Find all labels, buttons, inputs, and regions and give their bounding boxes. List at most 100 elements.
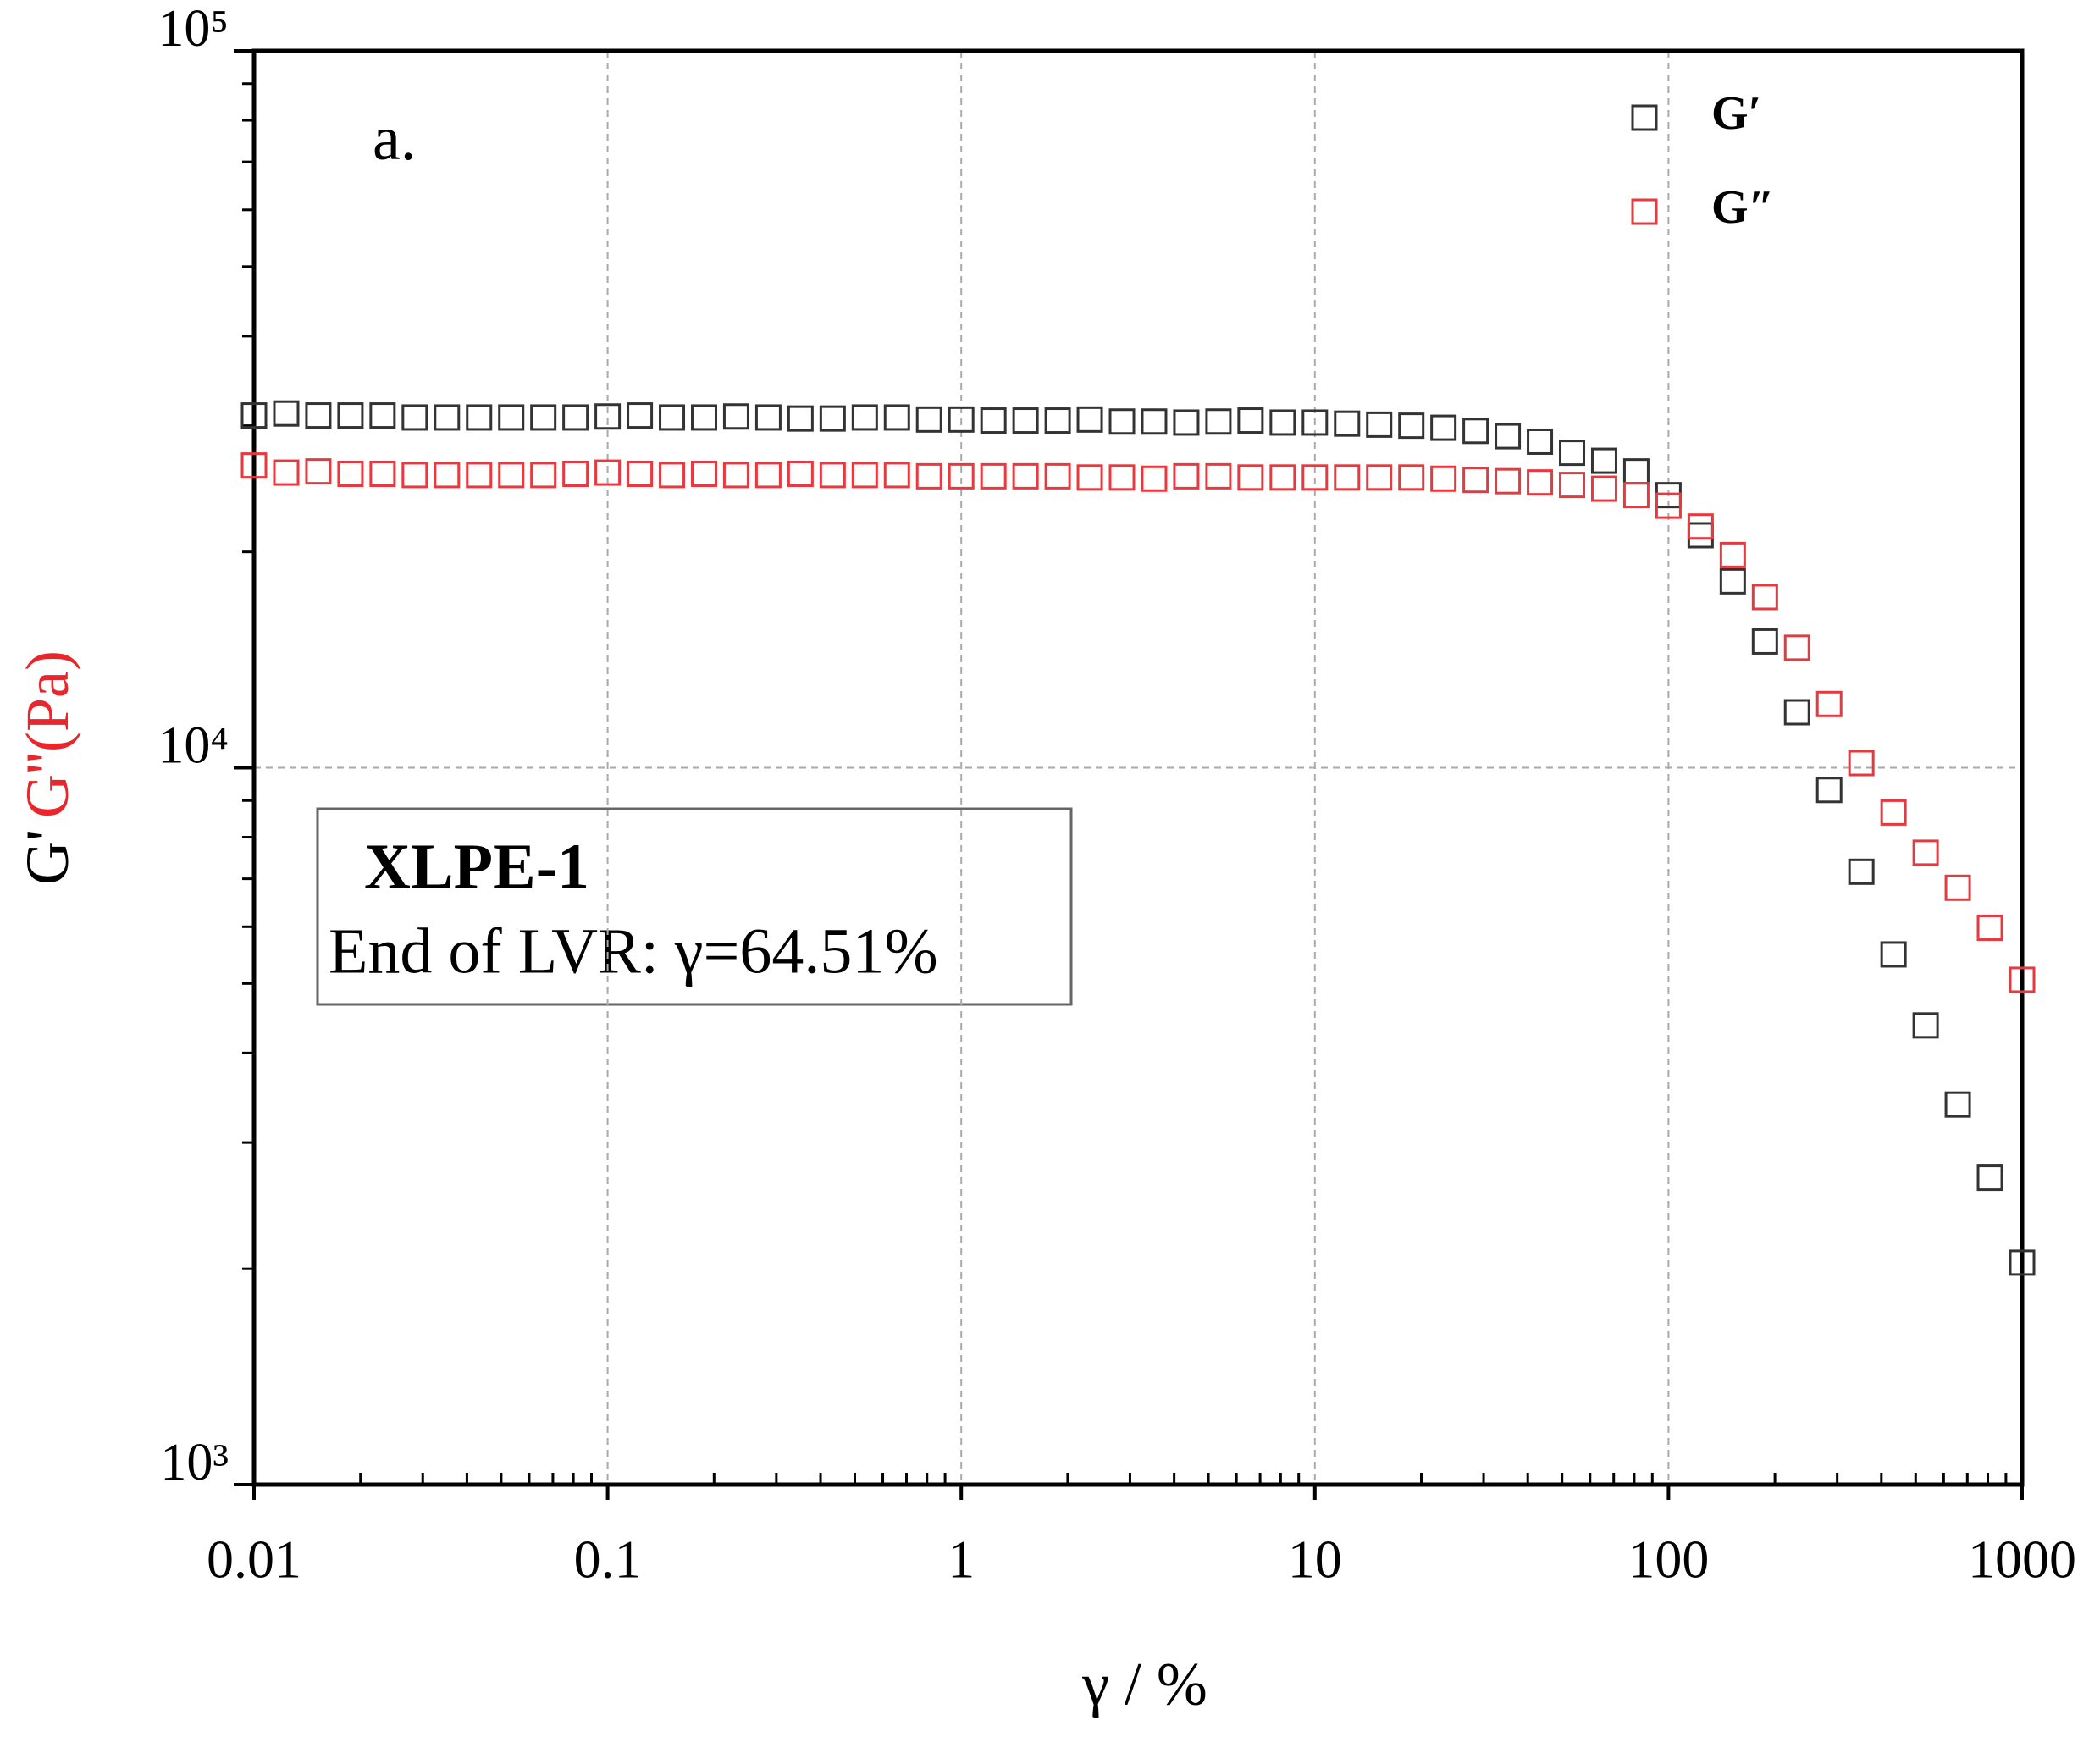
data-point: [1912, 1012, 1939, 1039]
data-point: [1495, 423, 1522, 450]
data-point: [305, 402, 332, 429]
y-tick-label: 10³: [160, 1434, 229, 1491]
data-point: [1848, 858, 1875, 885]
data-point: [722, 462, 749, 489]
data-point: [1141, 408, 1168, 435]
data-point: [819, 405, 846, 432]
data-point: [1398, 464, 1425, 491]
panel-label: a.: [373, 104, 416, 174]
data-point: [1108, 408, 1136, 435]
data-point: [1976, 1164, 2003, 1192]
data-point: [1012, 462, 1039, 490]
data-point: [498, 404, 525, 431]
data-point: [1783, 699, 1810, 726]
data-point: [659, 404, 686, 431]
y-axis-label-part: G': [14, 830, 81, 885]
x-tick-label: 1000: [1968, 1529, 2076, 1590]
data-point: [1848, 750, 1875, 777]
data-point: [1173, 462, 1200, 490]
data-point: [1655, 492, 1682, 519]
data-point: [562, 404, 589, 431]
data-point: [1430, 414, 1457, 441]
data-point: [1076, 406, 1103, 433]
data-point: [691, 460, 718, 487]
data-point: [530, 404, 557, 431]
legend-marker: [1631, 198, 1658, 225]
data-point: [627, 460, 654, 487]
plot-frame: [251, 48, 2025, 1487]
data-point: [369, 460, 396, 487]
data-point: [1301, 464, 1329, 491]
data-point: [1590, 475, 1617, 502]
x-axis-label: γ / %: [1081, 1651, 1208, 1718]
data-point: [1751, 584, 1778, 611]
data-point: [1559, 440, 1586, 467]
data-point: [915, 406, 942, 433]
data-point: [2009, 966, 2036, 993]
data-point: [1815, 777, 1843, 804]
x-tick-label: 100: [1628, 1529, 1709, 1590]
data-point: [1912, 839, 1939, 866]
data-point: [240, 402, 268, 429]
data-point: [337, 460, 364, 487]
data-point: [787, 405, 814, 432]
data-point: [1719, 541, 1746, 568]
data-point: [1880, 799, 1907, 826]
data-point: [1495, 467, 1522, 495]
data-point: [722, 403, 749, 430]
data-point: [1719, 567, 1746, 595]
data-point: [1334, 410, 1361, 437]
data-point: [1430, 465, 1457, 492]
legend-label: G″: [1711, 181, 1774, 234]
data-point: [659, 462, 686, 489]
data-point: [787, 460, 814, 487]
data-point: [1366, 411, 1393, 438]
data-point: [1141, 465, 1168, 492]
x-tick-label: 10: [1288, 1529, 1342, 1590]
data-point: [369, 402, 396, 429]
data-point: [883, 404, 910, 431]
data-point: [594, 459, 622, 486]
data-point: [754, 404, 782, 431]
data-point: [466, 404, 493, 431]
data-point: [1880, 941, 1907, 968]
data-point: [562, 460, 589, 487]
annotation-lvr: End of LVR: γ=64.51%: [329, 915, 938, 987]
data-point: [530, 462, 557, 489]
data-point: [1044, 462, 1071, 490]
data-point: [273, 400, 300, 427]
data-point: [498, 462, 525, 489]
data-point: [1462, 467, 1489, 494]
annotation-box: [316, 807, 1073, 1006]
x-tick-label: 0.1: [574, 1529, 642, 1590]
data-point: [1012, 407, 1039, 434]
data-point: [1527, 469, 1554, 496]
data-point: [594, 403, 622, 430]
data-point: [1205, 408, 1232, 435]
data-point: [1237, 464, 1264, 491]
data-point: [1237, 407, 1264, 434]
data-point: [948, 406, 975, 433]
data-point: [434, 404, 461, 431]
data-point: [1783, 634, 1810, 661]
data-point: [1398, 412, 1425, 440]
data-point: [1173, 409, 1200, 436]
data-point: [273, 459, 300, 486]
data-point: [980, 462, 1007, 490]
data-point: [1334, 464, 1361, 491]
y-tick-label: 10⁴: [158, 717, 229, 775]
data-point: [819, 462, 846, 489]
data-point: [1622, 482, 1650, 509]
data-point: [1944, 874, 1971, 901]
data-point: [691, 404, 718, 431]
data-point: [1301, 409, 1329, 436]
data-point: [1527, 428, 1554, 455]
y-axis-label-part: G''(Pa): [14, 650, 81, 818]
data-point: [1944, 1091, 1971, 1118]
data-point: [1559, 472, 1586, 499]
legend-marker: [1631, 104, 1658, 131]
data-point: [851, 404, 878, 431]
data-point: [1462, 418, 1489, 445]
data-point: [1751, 628, 1778, 655]
